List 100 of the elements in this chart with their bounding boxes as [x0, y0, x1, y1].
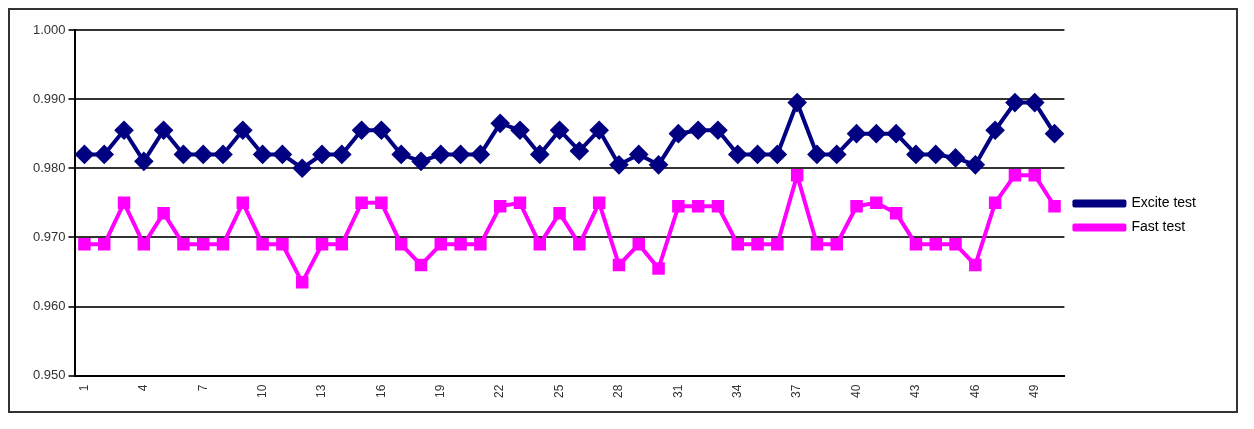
x-tick-label: 19	[433, 384, 448, 399]
point	[273, 145, 292, 164]
x-tick-label: 43	[908, 384, 923, 399]
point	[335, 238, 349, 251]
point	[748, 145, 767, 164]
point	[689, 121, 708, 140]
point	[632, 238, 646, 251]
x-tick-label: 13	[314, 384, 329, 399]
point	[629, 145, 648, 164]
x-tick-label: 31	[670, 384, 685, 399]
x-tick-label: 40	[848, 384, 863, 399]
point	[276, 238, 289, 251]
point	[256, 238, 269, 251]
point	[491, 114, 510, 133]
x-tick-label: 7	[195, 384, 210, 392]
point	[115, 121, 134, 140]
point	[867, 124, 886, 143]
point	[728, 145, 747, 164]
point	[375, 196, 388, 210]
point	[493, 200, 507, 213]
legend-label: Excite test	[1131, 194, 1197, 211]
point	[216, 238, 230, 251]
point	[95, 145, 114, 164]
point	[174, 145, 193, 164]
point	[592, 196, 606, 210]
y-tick-label: 1.000	[32, 21, 66, 37]
point	[830, 238, 843, 251]
point	[708, 121, 727, 140]
point	[790, 168, 804, 182]
point	[906, 145, 925, 164]
point	[313, 145, 331, 164]
point	[609, 155, 628, 174]
point	[411, 152, 430, 171]
point	[949, 238, 962, 251]
point	[293, 159, 312, 178]
x-tick-label: 16	[373, 384, 388, 399]
point	[649, 155, 668, 174]
point	[612, 258, 626, 272]
point	[431, 145, 450, 164]
point	[137, 238, 151, 251]
point	[771, 238, 784, 251]
x-tick-label: 49	[1027, 384, 1042, 399]
x-tick-label: 1	[76, 384, 91, 392]
point	[75, 145, 94, 164]
point	[1048, 200, 1061, 213]
point	[768, 145, 787, 164]
point	[573, 238, 586, 251]
point	[570, 141, 589, 160]
point	[550, 121, 569, 140]
point	[236, 196, 250, 210]
point	[1008, 168, 1022, 182]
y-tick-label: 0.990	[32, 90, 66, 106]
point	[157, 206, 170, 220]
point	[810, 238, 824, 251]
point	[295, 276, 309, 289]
y-tick-label: 0.950	[32, 367, 66, 383]
point	[731, 238, 744, 251]
point	[510, 121, 529, 140]
point	[97, 238, 111, 251]
point	[352, 121, 371, 140]
point	[392, 145, 411, 164]
point	[827, 145, 846, 164]
x-tick-label: 37	[789, 384, 804, 399]
point	[988, 196, 1002, 210]
point	[929, 238, 942, 251]
point	[355, 196, 368, 210]
x-tick-label: 34	[730, 384, 745, 399]
point	[788, 93, 807, 112]
point	[154, 121, 173, 140]
point	[372, 121, 391, 140]
point	[652, 262, 665, 275]
x-tick-label: 28	[611, 384, 626, 399]
point	[414, 258, 428, 272]
point	[471, 145, 490, 164]
point	[850, 200, 863, 213]
legend-label: Fast test	[1131, 218, 1186, 235]
point	[194, 145, 213, 164]
point	[669, 124, 688, 143]
point	[1045, 124, 1064, 143]
point	[711, 200, 725, 213]
x-tick-label: 4	[136, 384, 151, 392]
point	[1028, 168, 1041, 182]
point	[926, 145, 945, 164]
point	[454, 238, 467, 251]
point	[590, 121, 609, 140]
point	[751, 238, 764, 251]
x-tick-label: 22	[492, 384, 507, 399]
point	[530, 145, 549, 164]
y-tick-label: 0.960	[32, 298, 66, 314]
point	[691, 200, 705, 213]
point	[887, 124, 906, 143]
point	[946, 148, 965, 167]
point	[474, 238, 487, 251]
point	[1005, 93, 1024, 112]
point	[233, 121, 252, 140]
point	[134, 152, 153, 171]
point	[909, 238, 923, 251]
point	[196, 238, 210, 251]
point	[553, 206, 566, 220]
point	[1025, 93, 1044, 112]
